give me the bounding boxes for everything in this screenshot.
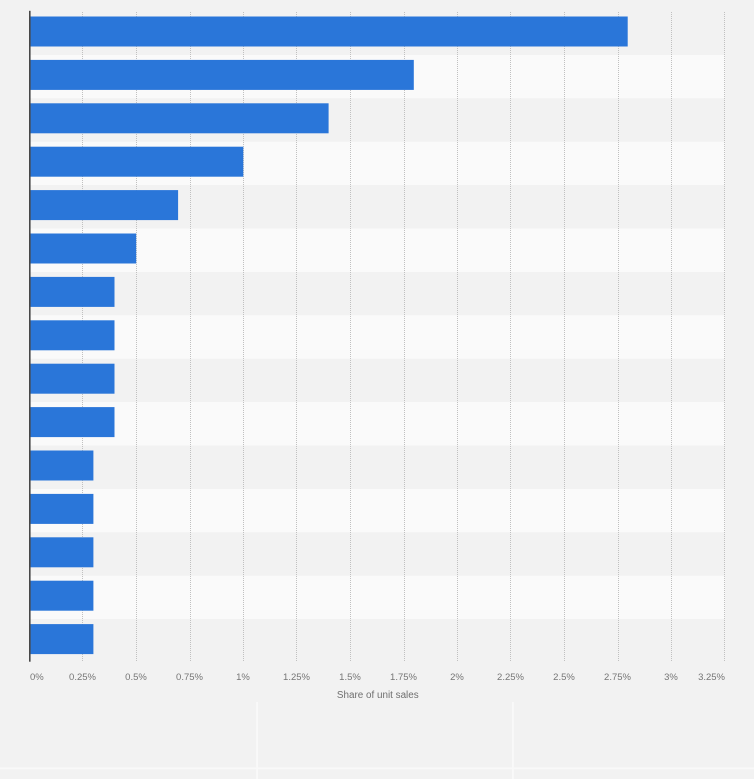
svg-text:Share of unit sales: Share of unit sales	[337, 690, 419, 701]
svg-text:0.25%: 0.25%	[69, 672, 96, 683]
svg-text:3%: 3%	[664, 672, 678, 683]
svg-text:1.25%: 1.25%	[283, 672, 310, 683]
svg-text:0.5%: 0.5%	[125, 672, 147, 683]
svg-text:0.75%: 0.75%	[176, 672, 203, 683]
svg-text:2%: 2%	[450, 672, 464, 683]
svg-text:0%: 0%	[30, 672, 44, 683]
svg-text:2.75%: 2.75%	[604, 672, 631, 683]
svg-text:1%: 1%	[236, 672, 250, 683]
svg-text:3.25%: 3.25%	[698, 672, 725, 683]
svg-text:2.25%: 2.25%	[497, 672, 524, 683]
svg-text:1.75%: 1.75%	[390, 672, 417, 683]
svg-text:1.5%: 1.5%	[339, 672, 361, 683]
svg-text:2.5%: 2.5%	[553, 672, 575, 683]
